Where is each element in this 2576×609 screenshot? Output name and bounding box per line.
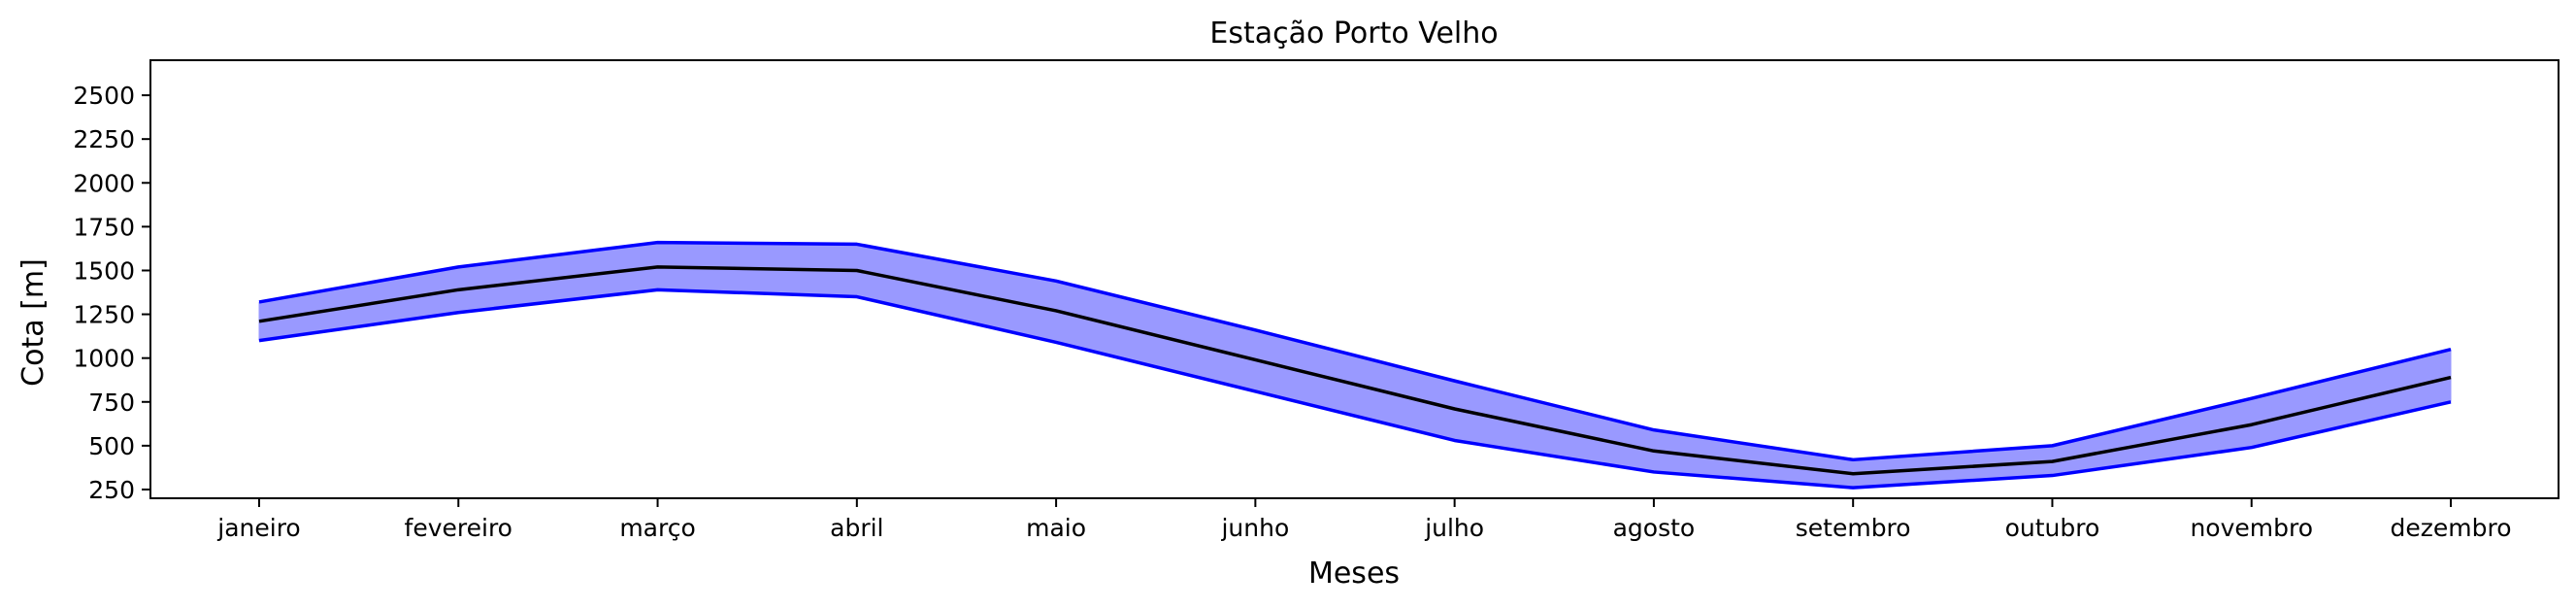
y-tick-label: 500 <box>88 432 135 460</box>
y-tick-label: 750 <box>88 389 135 417</box>
y-tick-label: 1500 <box>73 256 135 285</box>
y-tick-label: 1000 <box>73 345 135 373</box>
y-tick-label: 1750 <box>73 213 135 241</box>
x-tick-label: agosto <box>1613 514 1696 542</box>
series-mean-line <box>258 265 2452 476</box>
y-axis-label: Cota [m] <box>17 258 50 387</box>
x-tick-label: abril <box>830 514 883 542</box>
chart-title: Estação Porto Velho <box>1209 17 1498 51</box>
x-tick-label: fevereiro <box>405 514 512 542</box>
plot-area <box>258 240 2452 490</box>
x-tick-label: janeiro <box>216 514 300 542</box>
y-tick-label: 1250 <box>73 301 135 329</box>
x-axis-label: Meses <box>1308 557 1400 591</box>
x-tick-label: junho <box>1220 514 1289 542</box>
y-tick-label: 250 <box>88 476 135 504</box>
x-tick-label: setembro <box>1796 514 1911 542</box>
band-fill <box>259 242 2451 489</box>
series-upper-line <box>258 240 2452 462</box>
x-tick-label: março <box>619 514 695 542</box>
x-tick-label: dezembro <box>2391 514 2512 542</box>
y-tick-label: 2000 <box>73 169 135 197</box>
series-lower-line <box>258 288 2452 490</box>
y-axis: 250 500 750 1000 1250 1500 1750 2000 2250 2500 <box>73 82 150 504</box>
x-axis: janeiro fevereiro março abril maio junho julho… <box>216 498 2512 542</box>
y-tick-label: 2500 <box>73 82 135 110</box>
x-tick-label: julho <box>1424 514 1484 542</box>
y-tick-label: 2250 <box>73 125 135 153</box>
x-tick-label: maio <box>1026 514 1086 542</box>
x-tick-label: outubro <box>2005 514 2100 542</box>
x-tick-label: novembro <box>2190 514 2313 542</box>
plot-frame <box>149 59 2559 499</box>
